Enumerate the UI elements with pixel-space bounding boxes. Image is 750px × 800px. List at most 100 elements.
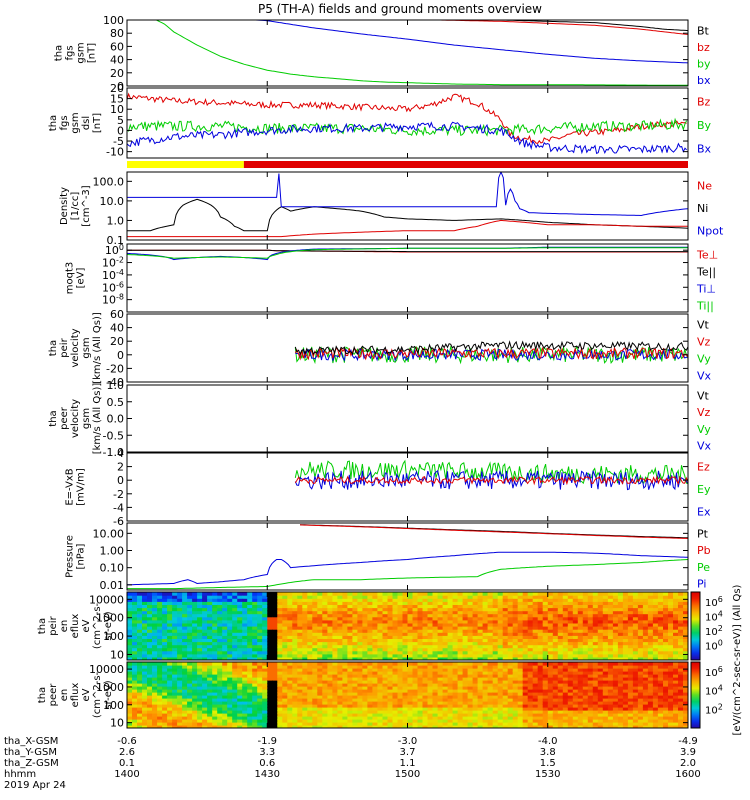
spectrogram-cell: [552, 641, 559, 646]
spectrogram-cell: [192, 689, 198, 693]
spectrogram-cell: [632, 650, 639, 655]
spectrogram-cell: [137, 622, 143, 627]
spectrogram-cell: [668, 616, 674, 621]
spectrogram-cell: [222, 626, 228, 630]
spectrogram-cell: [482, 674, 489, 678]
spectrogram-cell: [282, 622, 288, 627]
spectrogram-cell: [342, 710, 348, 714]
spectrogram-cell: [132, 695, 138, 699]
spectrogram-cell: [412, 613, 419, 618]
spectrogram-cell: [477, 716, 484, 720]
spectrogram-cell: [222, 719, 228, 723]
spectrogram-cell: [542, 677, 549, 681]
spectrogram-cell: [467, 716, 474, 720]
spectrogram-cell: [592, 592, 599, 596]
spectrogram-cell: [607, 613, 614, 618]
spectrogram-cell: [492, 601, 499, 605]
spectrogram-cell: [142, 680, 148, 684]
spectrogram-cell: [237, 698, 243, 702]
y-axis-label-line: [cm^-3]: [81, 185, 92, 226]
spectrogram-cell: [307, 647, 313, 652]
spectrogram-cell: [663, 638, 669, 643]
spectrogram-cell: [317, 722, 323, 726]
spectrogram-cell: [587, 595, 594, 599]
spectrogram-cell: [387, 704, 394, 708]
spectrogram-cell: [262, 671, 268, 675]
spectrogram-cell: [542, 674, 549, 678]
spectrogram-cell: [297, 716, 303, 720]
legend-Ti||: Ti||: [696, 300, 714, 313]
spectrogram-cell: [637, 722, 644, 726]
spectrogram-cell: [622, 686, 629, 690]
spectrogram-cell: [217, 604, 223, 609]
spectrogram-cell: [562, 619, 569, 624]
spectrogram-cell: [197, 668, 203, 672]
spectrogram-cell: [422, 653, 429, 658]
spectrogram-cell: [147, 613, 153, 618]
spectrogram-cell: [587, 647, 594, 652]
spectrogram-cell: [287, 604, 293, 609]
spectrogram-cell: [287, 626, 293, 630]
spectrogram-cell: [582, 662, 589, 666]
spectrogram-cell: [142, 671, 148, 675]
spectrogram-cell: [597, 713, 604, 717]
spectrogram-cell: [512, 604, 519, 609]
spectrogram-cell: [292, 686, 298, 690]
spectrogram-cell: [382, 716, 389, 720]
spectrogram-cell: [312, 616, 318, 621]
spectrogram-cell: [492, 650, 499, 655]
spectrogram-cell: [252, 662, 258, 666]
spectrogram-cell: [412, 680, 419, 684]
spectrogram-cell: [612, 707, 619, 711]
spectrogram-cell: [172, 671, 178, 675]
spectrogram-cell: [577, 635, 584, 639]
spectrogram-cell: [277, 626, 283, 630]
y-tick-label: 10000: [89, 593, 124, 606]
spectrogram-cell: [432, 613, 439, 618]
spectrogram-cell: [232, 622, 238, 627]
spectrogram-cell: [652, 622, 659, 627]
spectrogram-cell: [327, 647, 333, 652]
spectrogram-cell: [337, 698, 343, 702]
spectrogram-cell: [673, 635, 679, 639]
spectrogram-cell: [412, 626, 419, 630]
spectrogram-cell: [377, 674, 383, 678]
spectrogram-cell: [202, 677, 208, 681]
spectrogram-cell: [612, 689, 619, 693]
spectrogram-cell: [367, 598, 373, 602]
spectrogram-cell: [472, 680, 479, 684]
spectrogram-cell: [297, 607, 303, 612]
spectrogram-cell: [457, 638, 464, 643]
spectrogram-cell: [452, 601, 459, 605]
spectrogram-cell: [337, 632, 343, 636]
spectrogram-cell: [522, 619, 529, 624]
spectrogram-cell: [147, 635, 153, 639]
spectrogram-cell: [382, 616, 389, 621]
spectrogram-cell: [527, 626, 534, 630]
spectrogram-cell: [562, 710, 569, 714]
spectrogram-cell: [147, 610, 153, 615]
spectrogram-cell: [607, 626, 614, 630]
spectrogram-cell: [522, 601, 529, 605]
spectrogram-cell: [257, 665, 263, 669]
spectrogram-cell: [668, 592, 674, 596]
spectrogram-cell: [537, 701, 544, 705]
spectrogram-cell: [547, 641, 554, 646]
spectrogram-cell: [442, 668, 449, 672]
spectrogram-cell: [197, 650, 203, 655]
spectrogram-cell: [242, 692, 248, 696]
spectrogram-cell: [272, 607, 278, 612]
spectrogram-cell: [527, 671, 534, 675]
spectrogram-cell: [322, 674, 328, 678]
spectrogram-cell: [502, 650, 509, 655]
spectrogram-cell: [312, 680, 318, 684]
spectrogram-cell: [232, 607, 238, 612]
spectrogram-cell: [232, 656, 238, 660]
spectrogram-cell: [527, 644, 534, 649]
spectrogram-cell: [407, 644, 414, 649]
spectrogram-cell: [517, 698, 524, 702]
spectrogram-cell: [372, 710, 378, 714]
spectrogram-cell: [527, 632, 534, 636]
spectrogram-cell: [277, 689, 283, 693]
spectrogram-cell: [187, 674, 193, 678]
